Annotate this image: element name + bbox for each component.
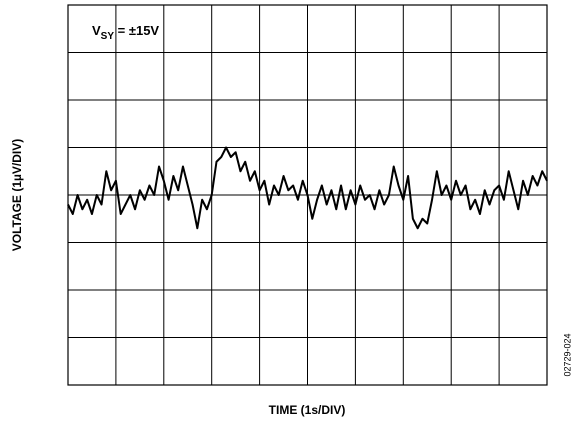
plot-frame xyxy=(67,4,548,386)
annotation-subscript: SY xyxy=(101,31,115,42)
figure-id: 02729-024 xyxy=(562,333,572,376)
annotation-part: = ±15V xyxy=(114,23,159,38)
data-line xyxy=(67,146,548,230)
plot xyxy=(67,4,548,386)
x-axis-label: TIME (1s/DIV) xyxy=(269,403,346,417)
y-axis-label: VOLTAGE (1µV/DIV) xyxy=(10,139,24,251)
annotation: VSY = ±15V xyxy=(92,23,159,41)
annotation-part: V xyxy=(92,23,101,38)
